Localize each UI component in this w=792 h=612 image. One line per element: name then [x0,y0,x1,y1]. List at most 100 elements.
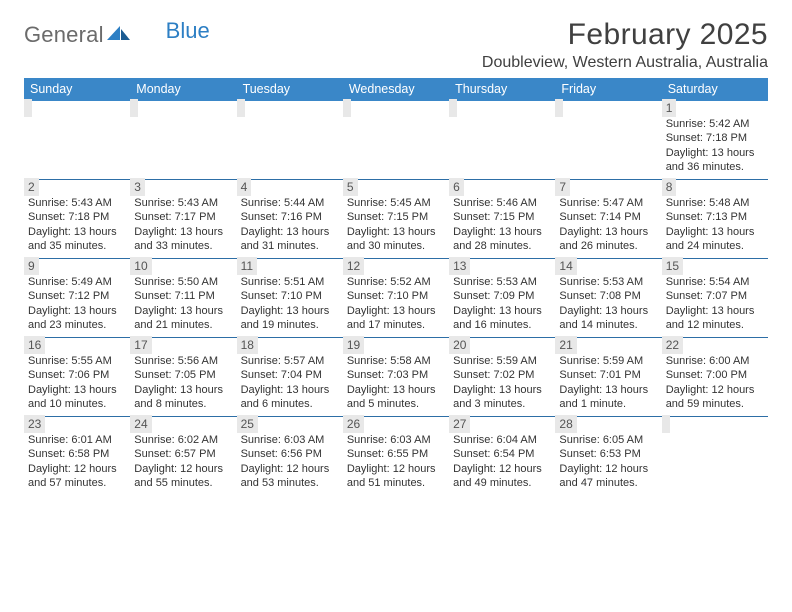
day1-text: Daylight: 12 hours [134,462,232,477]
day-number: 18 [237,336,258,354]
sunset-text: Sunset: 7:06 PM [28,368,126,383]
calendar-cell: 21Sunrise: 5:59 AMSunset: 7:01 PMDayligh… [555,338,661,416]
calendar-cell: 28Sunrise: 6:05 AMSunset: 6:53 PMDayligh… [555,417,661,495]
calendar-cell: 9Sunrise: 5:49 AMSunset: 7:12 PMDaylight… [24,259,130,337]
sunset-text: Sunset: 7:10 PM [241,289,339,304]
day-number: 15 [662,257,683,275]
day2-text: and 8 minutes. [134,397,232,412]
sunrise-text: Sunrise: 5:50 AM [134,275,232,290]
day-number: 22 [662,336,683,354]
calendar-cell [130,101,236,179]
day-number: 4 [237,178,252,196]
calendar-page: General Blue February 2025 Doubleview, W… [0,0,792,505]
day-number: 20 [449,336,470,354]
calendar-cell [555,101,661,179]
calendar-cell: 1Sunrise: 5:42 AMSunset: 7:18 PMDaylight… [662,101,768,179]
day-number: 3 [130,178,145,196]
calendar-cell: 5Sunrise: 5:45 AMSunset: 7:15 PMDaylight… [343,180,449,258]
day2-text: and 6 minutes. [241,397,339,412]
day2-text: and 24 minutes. [666,239,764,254]
sunrise-text: Sunrise: 5:59 AM [453,354,551,369]
day2-text: and 21 minutes. [134,318,232,333]
calendar-cell: 6Sunrise: 5:46 AMSunset: 7:15 PMDaylight… [449,180,555,258]
calendar-cell: 12Sunrise: 5:52 AMSunset: 7:10 PMDayligh… [343,259,449,337]
sunrise-text: Sunrise: 6:01 AM [28,433,126,448]
day-number: 27 [449,415,470,433]
sunrise-text: Sunrise: 5:51 AM [241,275,339,290]
sunrise-text: Sunrise: 6:03 AM [241,433,339,448]
day-number: 21 [555,336,576,354]
day2-text: and 17 minutes. [347,318,445,333]
calendar-cell [237,101,343,179]
day-number: 16 [24,336,45,354]
sunset-text: Sunset: 7:15 PM [453,210,551,225]
sunrise-text: Sunrise: 6:00 AM [666,354,764,369]
day1-text: Daylight: 13 hours [28,383,126,398]
day-number: 7 [555,178,570,196]
day-number: 17 [130,336,151,354]
day2-text: and 5 minutes. [347,397,445,412]
day-number [662,415,670,433]
day-number: 10 [130,257,151,275]
sunrise-text: Sunrise: 5:46 AM [453,196,551,211]
sunset-text: Sunset: 7:16 PM [241,210,339,225]
calendar-cell: 26Sunrise: 6:03 AMSunset: 6:55 PMDayligh… [343,417,449,495]
day-number: 1 [662,99,677,117]
sunrise-text: Sunrise: 5:52 AM [347,275,445,290]
sunset-text: Sunset: 6:57 PM [134,447,232,462]
day2-text: and 57 minutes. [28,476,126,491]
logo-sail-icon [104,22,132,49]
calendar-cell [449,101,555,179]
calendar-cell: 27Sunrise: 6:04 AMSunset: 6:54 PMDayligh… [449,417,555,495]
calendar-cell: 15Sunrise: 5:54 AMSunset: 7:07 PMDayligh… [662,259,768,337]
sunrise-text: Sunrise: 5:56 AM [134,354,232,369]
day2-text: and 1 minute. [559,397,657,412]
day2-text: and 14 minutes. [559,318,657,333]
sunset-text: Sunset: 6:54 PM [453,447,551,462]
day1-text: Daylight: 12 hours [666,383,764,398]
sunset-text: Sunset: 6:53 PM [559,447,657,462]
sunrise-text: Sunrise: 6:02 AM [134,433,232,448]
day1-text: Daylight: 13 hours [453,225,551,240]
calendar-cell: 23Sunrise: 6:01 AMSunset: 6:58 PMDayligh… [24,417,130,495]
day2-text: and 3 minutes. [453,397,551,412]
day-number: 14 [555,257,576,275]
sunrise-text: Sunrise: 5:55 AM [28,354,126,369]
day1-text: Daylight: 13 hours [666,225,764,240]
calendar-cell: 10Sunrise: 5:50 AMSunset: 7:11 PMDayligh… [130,259,236,337]
page-title: February 2025 [482,18,768,52]
day2-text: and 35 minutes. [28,239,126,254]
weekday-header: Monday [130,78,236,101]
sunset-text: Sunset: 7:08 PM [559,289,657,304]
calendar-cell: 17Sunrise: 5:56 AMSunset: 7:05 PMDayligh… [130,338,236,416]
calendar-cell: 11Sunrise: 5:51 AMSunset: 7:10 PMDayligh… [237,259,343,337]
day-number: 23 [24,415,45,433]
day1-text: Daylight: 13 hours [134,304,232,319]
day-number: 6 [449,178,464,196]
day1-text: Daylight: 13 hours [559,304,657,319]
day2-text: and 23 minutes. [28,318,126,333]
calendar-cell: 4Sunrise: 5:44 AMSunset: 7:16 PMDaylight… [237,180,343,258]
sunrise-text: Sunrise: 5:45 AM [347,196,445,211]
day1-text: Daylight: 13 hours [453,383,551,398]
calendar-cell: 3Sunrise: 5:43 AMSunset: 7:17 PMDaylight… [130,180,236,258]
day1-text: Daylight: 12 hours [453,462,551,477]
calendar-cell: 25Sunrise: 6:03 AMSunset: 6:56 PMDayligh… [237,417,343,495]
calendar-row: 16Sunrise: 5:55 AMSunset: 7:06 PMDayligh… [24,338,768,417]
calendar-cell [24,101,130,179]
day2-text: and 36 minutes. [666,160,764,175]
day2-text: and 26 minutes. [559,239,657,254]
logo-text-general: General [24,22,104,48]
sunset-text: Sunset: 7:13 PM [666,210,764,225]
day1-text: Daylight: 13 hours [241,225,339,240]
sunrise-text: Sunrise: 5:58 AM [347,354,445,369]
sunrise-text: Sunrise: 5:59 AM [559,354,657,369]
sunset-text: Sunset: 6:55 PM [347,447,445,462]
day-number: 5 [343,178,358,196]
sunset-text: Sunset: 7:11 PM [134,289,232,304]
calendar-cell [662,417,768,495]
day1-text: Daylight: 13 hours [347,383,445,398]
calendar-cell: 19Sunrise: 5:58 AMSunset: 7:03 PMDayligh… [343,338,449,416]
calendar-cell: 18Sunrise: 5:57 AMSunset: 7:04 PMDayligh… [237,338,343,416]
day2-text: and 19 minutes. [241,318,339,333]
